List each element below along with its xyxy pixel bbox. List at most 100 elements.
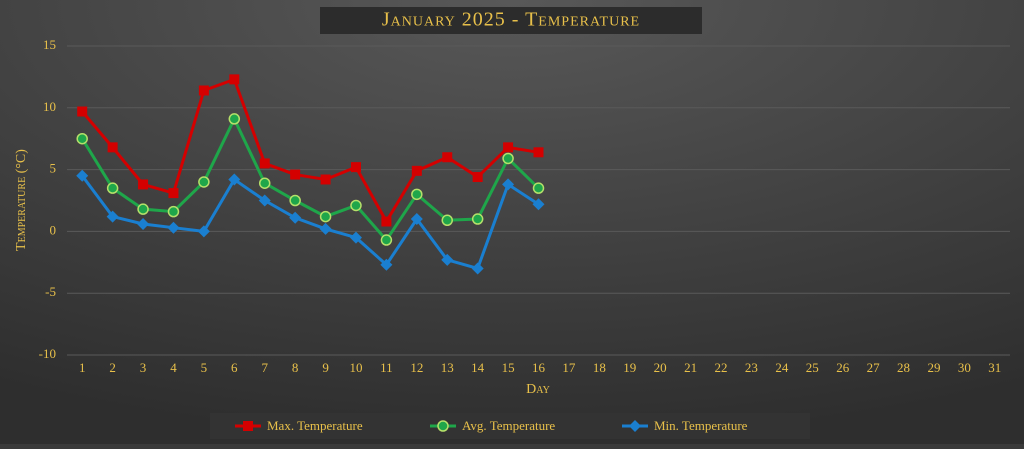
x-tick-label: 23 xyxy=(745,360,758,375)
y-tick-label: 15 xyxy=(43,37,56,52)
x-tick-label: 19 xyxy=(623,360,636,375)
data-point xyxy=(471,262,484,275)
data-point xyxy=(228,113,241,125)
data-point xyxy=(320,174,331,185)
x-tick-label: 24 xyxy=(775,360,789,375)
data-point xyxy=(289,194,301,207)
chart-title: January 2025 - Temperature xyxy=(382,9,640,31)
y-tick-label: -10 xyxy=(39,346,56,361)
x-tick-label: 22 xyxy=(715,360,728,375)
data-point xyxy=(381,216,392,227)
x-tick-label: 1 xyxy=(79,360,86,375)
x-tick-label: 18 xyxy=(593,360,606,375)
data-point xyxy=(76,132,88,145)
x-tick-label: 30 xyxy=(958,360,971,375)
x-tick-label: 6 xyxy=(231,360,238,375)
x-tick-label: 15 xyxy=(502,360,515,375)
x-tick-label: 2 xyxy=(109,360,116,375)
data-point xyxy=(380,258,393,271)
data-point xyxy=(349,231,362,244)
x-tick-label: 5 xyxy=(201,360,208,375)
data-point xyxy=(441,253,454,266)
legend-marker xyxy=(437,420,449,432)
x-tick-label: 9 xyxy=(322,360,329,375)
data-point xyxy=(533,147,544,158)
data-point xyxy=(168,188,179,199)
data-point xyxy=(289,211,302,224)
x-tick-label: 17 xyxy=(562,360,576,375)
data-point xyxy=(137,217,150,230)
x-tick-label: 31 xyxy=(988,360,1001,375)
x-tick-label: 25 xyxy=(806,360,819,375)
x-tick-label: 13 xyxy=(441,360,454,375)
x-tick-label: 29 xyxy=(927,360,940,375)
x-tick-label: 27 xyxy=(867,360,881,375)
legend-label: Max. Temperature xyxy=(267,418,363,433)
data-point xyxy=(198,85,209,96)
data-point xyxy=(410,213,423,226)
x-tick-label: 26 xyxy=(836,360,850,375)
x-tick-label: 4 xyxy=(170,360,177,375)
data-point xyxy=(258,194,271,207)
x-tick-label: 3 xyxy=(140,360,147,375)
x-tick-label: 21 xyxy=(684,360,697,375)
x-tick-label: 16 xyxy=(532,360,546,375)
data-point xyxy=(167,221,180,234)
data-point xyxy=(229,74,240,85)
data-point xyxy=(532,198,545,211)
series-line xyxy=(81,77,539,225)
data-point xyxy=(532,182,545,194)
data-point xyxy=(442,152,453,163)
data-point xyxy=(76,169,89,182)
data-point xyxy=(197,225,210,238)
legend-label: Min. Temperature xyxy=(654,418,748,433)
y-axis-label: Temperature (°C) xyxy=(14,149,29,251)
title-box xyxy=(320,7,702,34)
data-point xyxy=(290,169,301,180)
data-point xyxy=(138,179,149,190)
data-point xyxy=(411,188,423,201)
x-tick-label: 11 xyxy=(380,360,393,375)
x-tick-label: 7 xyxy=(261,360,268,375)
data-point xyxy=(258,177,271,189)
data-point xyxy=(319,222,332,235)
data-point xyxy=(441,214,453,227)
data-point xyxy=(502,178,515,191)
x-tick-label: 8 xyxy=(292,360,299,375)
legend-marker xyxy=(629,420,641,432)
legend-label: Avg. Temperature xyxy=(462,418,555,433)
data-point xyxy=(503,142,514,153)
x-tick-label: 14 xyxy=(471,360,485,375)
data-point xyxy=(471,213,484,225)
x-axis-label: Day xyxy=(526,382,550,397)
data-point xyxy=(472,172,483,183)
y-tick-label: 0 xyxy=(50,222,57,237)
data-point xyxy=(319,210,332,223)
legend-box xyxy=(210,413,810,439)
x-tick-label: 28 xyxy=(897,360,910,375)
data-point xyxy=(380,234,393,246)
data-point xyxy=(137,203,149,215)
x-tick-label: 20 xyxy=(654,360,667,375)
x-tick-label: 12 xyxy=(410,360,423,375)
y-tick-label: 5 xyxy=(50,161,57,176)
data-point xyxy=(106,182,119,194)
series-line xyxy=(81,174,540,271)
data-point xyxy=(259,158,270,169)
data-point xyxy=(228,173,241,186)
data-point xyxy=(350,199,362,212)
data-point xyxy=(77,106,88,117)
y-tick-label: -5 xyxy=(45,284,56,299)
x-tick-label: 10 xyxy=(349,360,362,375)
data-point xyxy=(106,210,119,223)
data-point xyxy=(350,162,361,173)
data-point xyxy=(411,165,422,176)
data-point xyxy=(167,205,180,218)
legend-marker xyxy=(243,421,253,431)
y-tick-label: 10 xyxy=(43,99,56,114)
data-point xyxy=(502,152,514,165)
data-point xyxy=(198,176,210,188)
data-point xyxy=(107,142,118,153)
